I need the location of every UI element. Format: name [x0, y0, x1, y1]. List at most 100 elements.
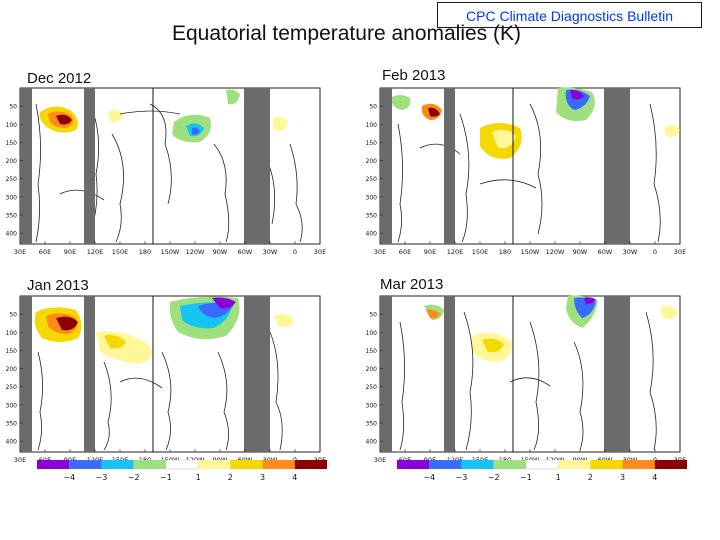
y-tick-label: 300 [366, 194, 378, 201]
y-tick-label: 250 [6, 384, 18, 391]
y-tick-label: 200 [366, 158, 378, 165]
y-axis-ticks: 50 100 150 200 250 300 350 400 [366, 104, 383, 238]
bulletin-badge: CPC Climate Diagnostics Bulletin [437, 2, 702, 28]
colorbar-swatch [622, 460, 655, 469]
land-mask [20, 296, 32, 452]
colorbar-swatch [493, 460, 526, 469]
land-mask [444, 88, 455, 244]
x-tick-label: 60E [39, 248, 51, 256]
x-tick-label: 30E [314, 248, 326, 256]
y-tick-label: 400 [6, 231, 18, 238]
colorbar-swatch [429, 460, 462, 469]
y-tick-label: 350 [366, 420, 378, 427]
x-tick-label: 0 [653, 248, 657, 256]
land-mask [444, 296, 455, 452]
colorbar-label: 1 [196, 473, 201, 482]
y-axis-ticks: 50 100 150 200 250 300 350 400 [6, 104, 23, 238]
page-title: Equatorial temperature anomalies (K) [172, 22, 522, 45]
panel-label-feb-2013: Feb 2013 [382, 67, 446, 84]
colorbar-swatch [558, 460, 591, 469]
x-tick-label: 30W [623, 248, 638, 256]
land-mask [604, 296, 630, 452]
anomaly-patches [34, 296, 294, 364]
x-tick-label: 150E [472, 248, 489, 256]
y-tick-label: 50 [9, 104, 17, 111]
y-tick-label: 100 [6, 330, 18, 337]
y-tick-label: 200 [6, 158, 18, 165]
colorbar-label: −2 [128, 473, 140, 482]
panel-label-jan-2013: Jan 2013 [27, 277, 89, 294]
y-tick-label: 400 [366, 231, 378, 238]
colorbar-label: 3 [260, 473, 265, 482]
y-tick-label: 150 [366, 140, 378, 147]
x-tick-label: 60W [238, 248, 253, 256]
x-tick-label: 150W [521, 248, 540, 256]
x-tick-label: 90E [424, 248, 436, 256]
y-tick-label: 250 [6, 176, 18, 183]
colorbar-label: 4 [292, 473, 297, 482]
colorbar-labels: −4 −3 −2 −1 1 2 3 4 [63, 473, 297, 482]
colorbar-swatches [397, 459, 687, 470]
land-mask [604, 88, 630, 244]
x-tick-label: 0 [293, 248, 297, 256]
colorbar-left: −4 −3 −2 −1 1 2 3 4 [37, 459, 327, 482]
x-tick-label: 180 [499, 248, 511, 256]
y-tick-label: 200 [6, 366, 18, 373]
colorbar-swatches [37, 459, 327, 470]
colorbar-labels: −4 −3 −2 −1 1 2 3 4 [423, 473, 657, 482]
colorbar-label: −3 [96, 473, 108, 482]
y-tick-label: 100 [366, 330, 378, 337]
y-tick-label: 50 [369, 104, 377, 111]
colorbar-swatch [397, 460, 430, 469]
plot-dec-2012: 50 100 150 200 250 300 350 400 30E 60E 90E 120E 150… [6, 87, 326, 256]
x-tick-label: 150E [112, 248, 129, 256]
x-tick-label: 30W [263, 248, 278, 256]
land-mask [20, 88, 32, 244]
x-tick-label: 120W [546, 248, 565, 256]
colorbar-swatch [165, 459, 199, 470]
land-mask [244, 88, 270, 244]
land-mask [380, 88, 392, 244]
y-tick-label: 350 [6, 420, 18, 427]
x-axis-ticks: 30E 60E 90E 120E 150E 180 150W 120W 90W 60W 30W 0 30… [374, 241, 686, 256]
colorbar-swatch [654, 460, 687, 469]
land-mask [380, 296, 392, 452]
colorbar-swatch [262, 460, 295, 469]
anomaly-patches [39, 89, 288, 143]
colorbar-swatch [69, 460, 102, 469]
land-mask [84, 296, 95, 452]
colorbar-swatch [294, 460, 327, 469]
x-tick-label: 150W [161, 248, 180, 256]
x-tick-label: 60E [399, 248, 411, 256]
panel-label-dec-2012: Dec 2012 [27, 70, 92, 87]
colorbar-swatch [198, 460, 231, 469]
y-tick-label: 250 [366, 176, 378, 183]
x-tick-label: 30E [14, 248, 26, 256]
plot-feb-2013: 50 100 150 200 250 300 350 400 30E 60E 90E 120E 150… [366, 87, 686, 256]
y-tick-label: 300 [366, 402, 378, 409]
colorbar-label: −1 [160, 473, 172, 482]
y-tick-label: 50 [9, 312, 17, 319]
colorbar-label: 3 [620, 473, 625, 482]
colorbar-label: 2 [588, 473, 593, 482]
x-tick-label: 120E [447, 248, 464, 256]
y-axis-ticks: 50 100 150 200 250 300 350 400 [6, 312, 23, 446]
y-tick-label: 150 [366, 348, 378, 355]
anomaly-patches [424, 295, 678, 362]
panel-label-mar-2013: Mar 2013 [380, 276, 444, 293]
x-tick-label: 30E [14, 456, 26, 464]
colorbar-label: −4 [423, 473, 435, 482]
y-tick-label: 300 [6, 194, 18, 201]
x-tick-label: 90W [573, 248, 588, 256]
land-mask [244, 296, 270, 452]
y-tick-label: 300 [6, 402, 18, 409]
y-tick-label: 100 [366, 122, 378, 129]
colorbar-label: −3 [456, 473, 468, 482]
x-tick-label: 30E [674, 248, 686, 256]
y-tick-label: 50 [369, 312, 377, 319]
colorbar-swatch [230, 460, 263, 469]
colorbar-swatch [461, 460, 494, 469]
plot-frame [379, 295, 681, 453]
land-mask [84, 88, 95, 244]
